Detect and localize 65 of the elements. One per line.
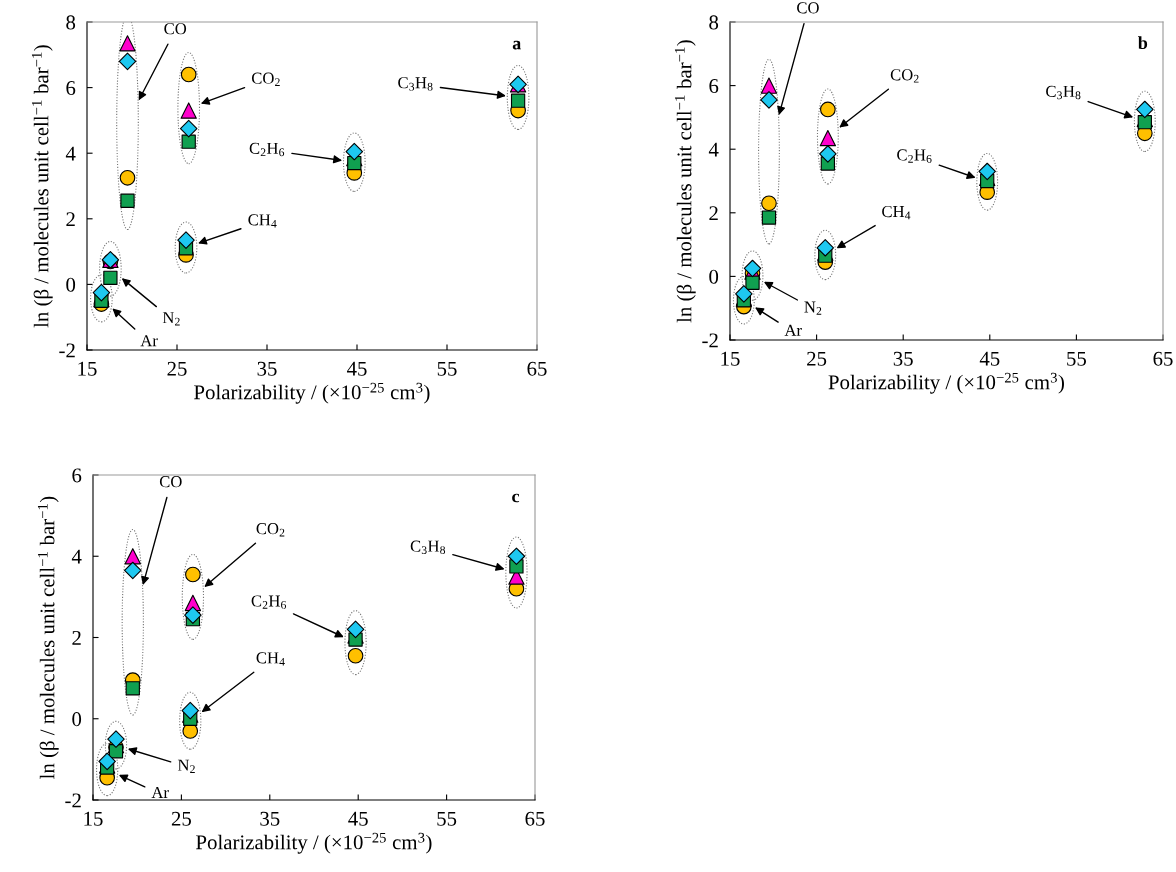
- x-tick-label: 65: [1153, 351, 1173, 366]
- y-tick-label: 2: [709, 206, 718, 221]
- x-tick-label: 65: [525, 811, 545, 826]
- annotation: C$_{3}$H$_{8}$: [410, 540, 446, 555]
- annotation: CO$_{2}$: [256, 523, 285, 537]
- y-tick-label: 6: [66, 81, 76, 96]
- annotation: C$_{3}$H$_{8}$: [398, 77, 433, 91]
- x-tick-label: 35: [257, 361, 277, 376]
- y-tick-label: 2: [72, 630, 81, 645]
- x-tick-label: 35: [893, 351, 913, 366]
- y-tick-label: 6: [709, 79, 719, 94]
- annotation: CO: [164, 23, 187, 35]
- y-tick-label: 8: [66, 15, 76, 30]
- y-tick-label: 4: [708, 142, 719, 157]
- x-tick-label: 25: [171, 811, 191, 826]
- annotation: CH$_{4}$: [882, 205, 911, 220]
- y-tick-label: 0: [72, 712, 82, 727]
- annotation: Ar: [784, 324, 802, 336]
- x-tick-label: 15: [721, 351, 740, 366]
- annotation: N$_{2}$: [177, 759, 195, 773]
- y-tick-label: 8: [709, 15, 719, 30]
- x-tick-label: 55: [437, 361, 457, 376]
- annotation: Ar: [140, 335, 158, 347]
- x-tick-label: 15: [78, 361, 97, 376]
- y-axis-title: ln (β / molecules unit cell$^{−1}$ bar$^{−1}$): [37, 496, 59, 779]
- x-tick-label: 55: [1067, 351, 1086, 366]
- x-tick-label: 35: [260, 811, 280, 826]
- x-tick-label: 25: [167, 361, 187, 376]
- x-tick-label: 45: [979, 351, 1000, 366]
- x-axis-title: Polarizability / (×10$^{−25}$ cm$^{3}$): [828, 372, 1064, 394]
- y-tick-label: 2: [66, 212, 75, 227]
- y-tick-label: -2: [59, 343, 75, 358]
- annotation: CO$_{2}$: [890, 69, 919, 83]
- annotation: Ar: [151, 786, 169, 798]
- x-tick-label: 45: [346, 361, 367, 376]
- text: b: [1138, 36, 1148, 50]
- annotation: C$_{2}$H$_{6}$: [897, 149, 932, 163]
- annotation: CH$_{4}$: [256, 652, 285, 666]
- text: CO: [797, 2, 819, 14]
- annotation: CO: [159, 476, 182, 488]
- annotation: C$_{2}$H$_{6}$: [251, 595, 287, 609]
- y-tick-label: 4: [71, 549, 82, 564]
- annotation: C$_{2}$H$_{6}$: [249, 142, 285, 157]
- x-tick-label: 45: [348, 811, 368, 826]
- y-tick-label: -2: [65, 793, 81, 808]
- annotation: CH$_{4}$: [248, 214, 277, 228]
- y-tick-label: -2: [702, 333, 718, 348]
- y-tick-label: 0: [66, 277, 76, 292]
- y-tick-label: 6: [72, 468, 82, 483]
- text: c: [512, 493, 520, 503]
- annotation: N$_{2}$: [162, 312, 180, 326]
- annotation: CO$_{2}$: [251, 72, 280, 86]
- y-axis-title: ln (β / molecules unit cell$^{−1}$ bar$^{−1}$): [674, 40, 696, 323]
- y-tick-label: 0: [709, 269, 719, 284]
- x-axis-title: Polarizability / (×10$^{−25}$ cm$^{3}$): [194, 382, 430, 404]
- x-tick-label: 15: [84, 811, 103, 826]
- y-axis-title: ln (β / molecules unit cell$^{−1}$ bar$^{−1}$): [31, 45, 53, 328]
- x-axis-title: Polarizability / (×10$^{−25}$ cm$^{3}$): [196, 832, 432, 854]
- annotation: C$_{3}$H$_{8}$: [1046, 85, 1081, 100]
- text: a: [512, 40, 521, 50]
- x-tick-label: 65: [527, 361, 547, 376]
- annotation: N$_{2}$: [804, 301, 822, 315]
- x-tick-label: 55: [437, 811, 457, 826]
- x-tick-label: 25: [807, 351, 827, 366]
- y-tick-label: 4: [65, 146, 76, 161]
